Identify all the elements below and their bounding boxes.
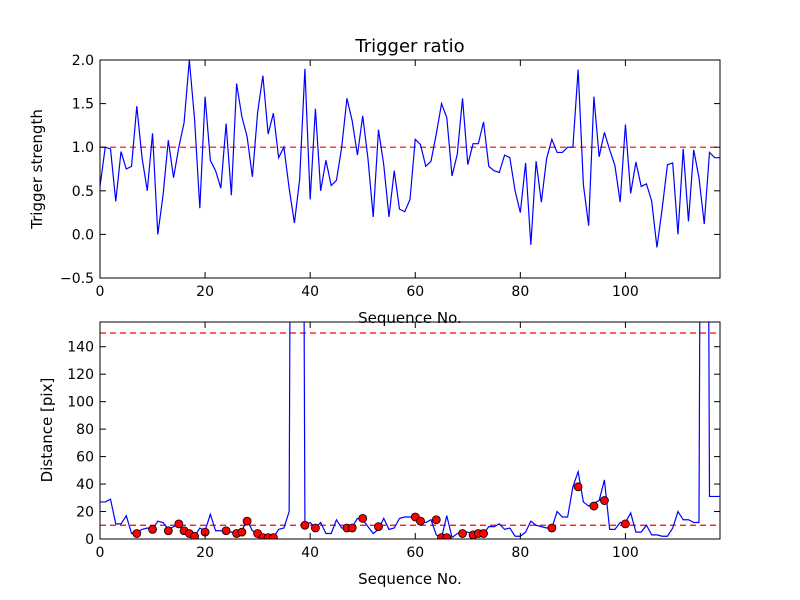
flagged-point [242,516,252,526]
chart-title: Trigger ratio [354,36,464,57]
flagged-point [221,526,231,536]
y-tick-label: 80 [76,422,94,438]
distance-chart: 0 20 40 60 80 100 0 20 40 60 80 100 120 140 Sequence… [38,321,721,588]
bottom-y-axis-label: Distance [pix] [38,378,56,483]
bottom-x-ticks: 0 20 40 60 80 100 [96,322,639,561]
x-tick-label: 100 [612,284,639,300]
bottom-x-axis-label: Sequence No. [358,570,462,588]
x-tick-label: 40 [301,545,319,561]
x-tick-label: 100 [612,545,639,561]
flagged-point [300,520,310,530]
flagged-point [311,523,320,533]
y-tick-label: 20 [76,505,94,521]
y-tick-label: 140 [67,340,94,356]
x-tick-label: 60 [406,545,424,561]
x-tick-label: 0 [96,545,105,561]
y-tick-label: 1.0 [72,140,94,156]
top-plot-frame [99,59,721,279]
flagged-point [358,513,368,523]
bottom-plot-frame [99,321,721,540]
flagged-point [163,526,173,536]
top-y-axis-label: Trigger strength [28,109,46,230]
x-tick-label: 40 [301,284,319,300]
flagged-point [268,533,278,539]
y-tick-label: 120 [67,367,94,383]
x-tick-label: 80 [511,284,529,300]
y-tick-label: 1.5 [72,97,94,113]
x-tick-label: 20 [196,545,214,561]
x-tick-label: 80 [511,545,529,561]
flagged-point [132,529,142,538]
flagged-point [442,533,452,539]
flagged-point [431,515,441,525]
x-tick-label: 60 [406,284,424,300]
flagged-point [347,523,357,533]
trigger-ratio-chart: Trigger ratio 0 20 40 60 80 100 −0.5 0.0 0.5 1.0… [28,36,721,327]
y-tick-label: −0.5 [60,271,94,287]
distance-threshold-lines [100,332,720,526]
flagged-point [589,501,599,511]
y-tick-label: 40 [76,477,94,493]
y-tick-label: 100 [67,395,94,411]
top-x-axis-label: Sequence No. [358,309,462,327]
y-tick-label: 0.0 [72,227,94,243]
y-tick-label: 0.5 [72,184,94,200]
flagged-point [190,531,199,539]
y-tick-label: 2.0 [72,53,94,69]
top-y-ticks: −0.5 0.0 0.5 1.0 1.5 2.0 [60,53,720,287]
bottom-y-ticks: 0 20 40 60 80 100 120 140 [67,340,720,548]
trigger-series-group [100,60,720,248]
top-x-ticks: 0 20 40 60 80 100 [96,60,639,300]
flagged-point [374,522,383,532]
y-tick-label: 0 [85,532,94,548]
flagged-point [458,529,467,538]
trigger-strength-line [100,60,720,248]
flagged-point [600,496,609,505]
flagged-point [174,519,184,529]
flagged-point [237,527,247,537]
x-tick-label: 20 [196,284,214,300]
flagged-point [547,523,557,533]
y-tick-label: 60 [76,450,94,466]
flagged-point [416,516,425,526]
flagged-point [573,482,583,492]
x-tick-label: 0 [96,284,105,300]
flagged-point [621,519,630,529]
flagged-point [479,529,488,538]
flagged-point [148,524,157,534]
